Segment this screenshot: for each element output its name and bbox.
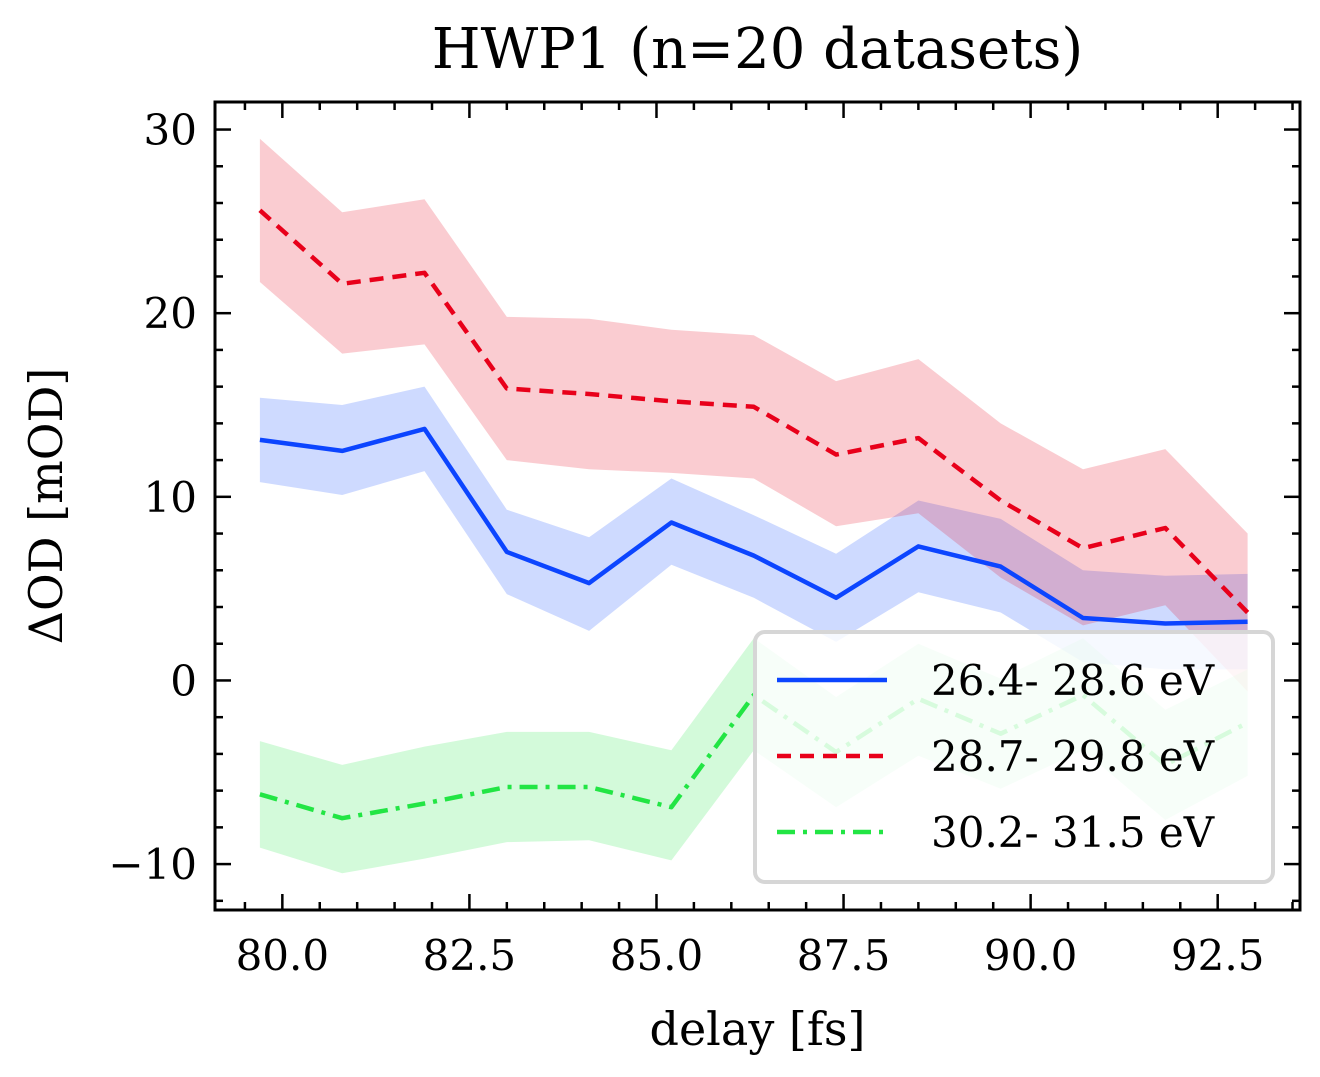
y-axis-ticks: −10 0 10 20 30 xyxy=(108,106,1300,903)
legend-label-1: 26.4- 28.6 eV xyxy=(931,656,1215,705)
x-tick-label: 87.5 xyxy=(797,931,891,980)
legend-label-2: 28.7- 29.8 eV xyxy=(931,732,1215,781)
legend-box xyxy=(753,630,1275,884)
legend: 26.4- 28.6 eV 28.7- 29.8 eV 30.2- 31.5 eV xyxy=(753,630,1275,884)
chart-title: HWP1 (n=20 datasets) xyxy=(432,17,1084,82)
y-tick-label: 10 xyxy=(144,473,197,522)
x-tick-label: 85.0 xyxy=(610,931,704,980)
plot-frame xyxy=(213,100,1302,912)
x-tick-label: 90.0 xyxy=(984,931,1078,980)
y-tick-label: 30 xyxy=(144,106,197,155)
y-tick-label: 0 xyxy=(170,656,197,705)
y-axis-label: ΔOD [mOD] xyxy=(19,368,73,645)
band-series-1 xyxy=(259,386,1248,670)
y-tick-label: 20 xyxy=(144,289,197,338)
y-tick-label: −10 xyxy=(108,840,197,889)
x-tick-label: 82.5 xyxy=(423,931,517,980)
band-series-2 xyxy=(259,138,1248,692)
legend-label-3: 30.2- 31.5 eV xyxy=(931,808,1215,857)
line-series-2 xyxy=(258,208,1250,615)
line-series-1 xyxy=(259,426,1248,626)
x-axis-label: delay [fs] xyxy=(650,1002,866,1056)
x-tick-label: 92.5 xyxy=(1171,931,1265,980)
x-axis-ticks: 80.0 82.5 85.0 87.5 90.0 92.5 xyxy=(236,102,1294,980)
x-tick-label: 80.0 xyxy=(236,931,330,980)
